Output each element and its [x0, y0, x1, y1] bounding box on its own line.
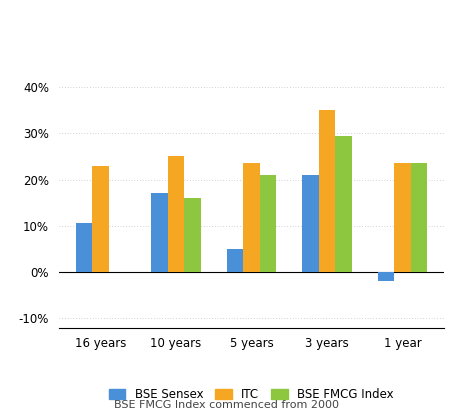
Bar	[302, 175, 318, 272]
Bar	[411, 163, 427, 272]
Bar	[184, 198, 201, 272]
Bar	[151, 193, 168, 272]
Bar	[226, 249, 243, 272]
Legend: BSE Sensex, ITC, BSE FMCG Index: BSE Sensex, ITC, BSE FMCG Index	[104, 383, 399, 406]
Bar	[318, 110, 335, 272]
Bar	[377, 272, 394, 281]
Bar	[92, 165, 109, 272]
Text: BSE FMCG Index commenced from 2000: BSE FMCG Index commenced from 2000	[114, 399, 339, 409]
Text: Compound Annual Growth In ITC Share Price: Compound Annual Growth In ITC Share Pric…	[18, 21, 400, 36]
Bar	[243, 163, 260, 272]
Bar	[76, 223, 92, 272]
Bar	[394, 163, 411, 272]
Bar	[260, 175, 276, 272]
Bar	[168, 156, 184, 272]
Text: And Benchmark Indices: And Benchmark Indices	[18, 50, 219, 65]
Bar	[335, 136, 352, 272]
